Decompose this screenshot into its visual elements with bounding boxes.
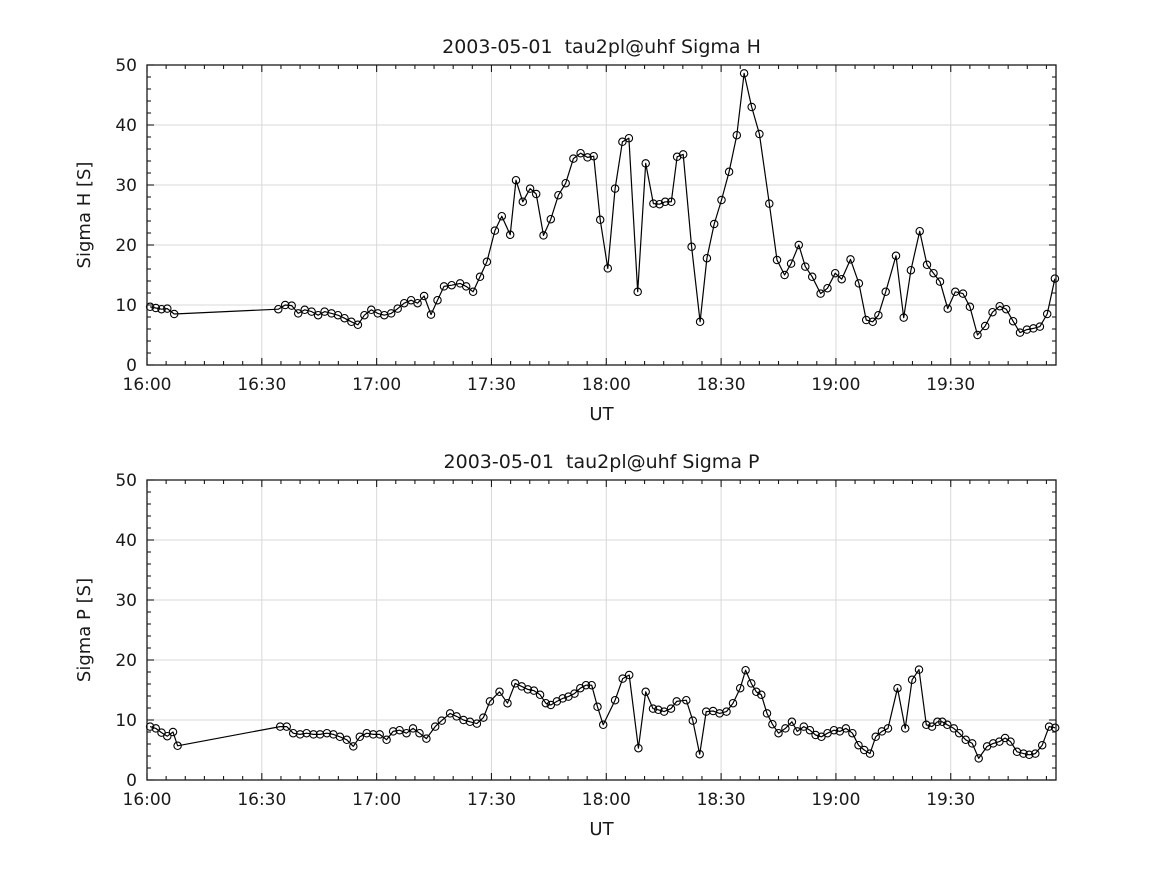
y-tick-label: 20 xyxy=(115,236,137,256)
x-tick-label: 17:00 xyxy=(352,790,401,810)
sigma-p-data-markers xyxy=(145,665,1060,763)
y-tick-label: 0 xyxy=(126,771,137,791)
y-tick-label: 0 xyxy=(126,356,137,376)
y-tick-label: 50 xyxy=(115,471,137,491)
y-tick-label: 10 xyxy=(115,296,137,316)
y-tick-label: 20 xyxy=(115,651,137,671)
x-tick-label: 19:00 xyxy=(811,790,860,810)
y-tick-label: 30 xyxy=(115,176,137,196)
y-tick-label: 40 xyxy=(115,531,137,551)
axes-box xyxy=(146,479,1057,781)
sigma-h-y-axis-label: Sigma H [S] xyxy=(74,162,95,269)
x-tick-label: 18:30 xyxy=(697,375,746,395)
axes-box xyxy=(146,64,1057,366)
sigma-h-subplot: 0 10 20 30 40 50 16:00 16:30 17:00 17:30 18:00 18:3… xyxy=(74,36,1060,425)
x-tick-label: 19:30 xyxy=(926,790,975,810)
x-tick-label: 18:30 xyxy=(697,790,746,810)
sigma-p-chart-title: 2003-05-01 tau2pl@uhf Sigma P xyxy=(444,451,760,473)
x-tick-label: 17:30 xyxy=(467,375,516,395)
gridlines xyxy=(147,65,1056,365)
x-tick-label: 16:00 xyxy=(123,790,172,810)
y-tick-label: 50 xyxy=(115,56,137,76)
y-tick-label: 40 xyxy=(115,116,137,136)
x-axis-label: UT xyxy=(589,819,614,840)
x-tick-label: 18:00 xyxy=(582,790,631,810)
sigma-p-y-axis-label: Sigma P [S] xyxy=(74,578,95,682)
sigma-p-data-line xyxy=(149,668,1056,760)
x-tick-label: 16:30 xyxy=(237,790,286,810)
y-tick-label: 30 xyxy=(115,591,137,611)
sigma-p-subplot: 0 10 20 30 40 50 16:00 16:30 17:00 17:30 18:00 18:3… xyxy=(74,451,1060,840)
x-tick-label: 17:30 xyxy=(467,790,516,810)
sigma-h-data-line xyxy=(149,72,1056,336)
x-tick-label: 17:00 xyxy=(352,375,401,395)
x-tick-label: 19:00 xyxy=(811,375,860,395)
x-tick-label: 16:00 xyxy=(123,375,172,395)
y-tick-label: 10 xyxy=(115,711,137,731)
gridlines xyxy=(147,480,1056,780)
x-axis-label: UT xyxy=(589,404,614,425)
tick-marks xyxy=(146,64,1056,366)
sigma-h-data-markers xyxy=(145,69,1060,340)
x-tick-label: 19:30 xyxy=(926,375,975,395)
x-tick-label: 18:00 xyxy=(582,375,631,395)
sigma-h-chart-title: 2003-05-01 tau2pl@uhf Sigma H xyxy=(442,36,761,58)
x-tick-label: 16:30 xyxy=(237,375,286,395)
tick-marks xyxy=(146,479,1056,781)
